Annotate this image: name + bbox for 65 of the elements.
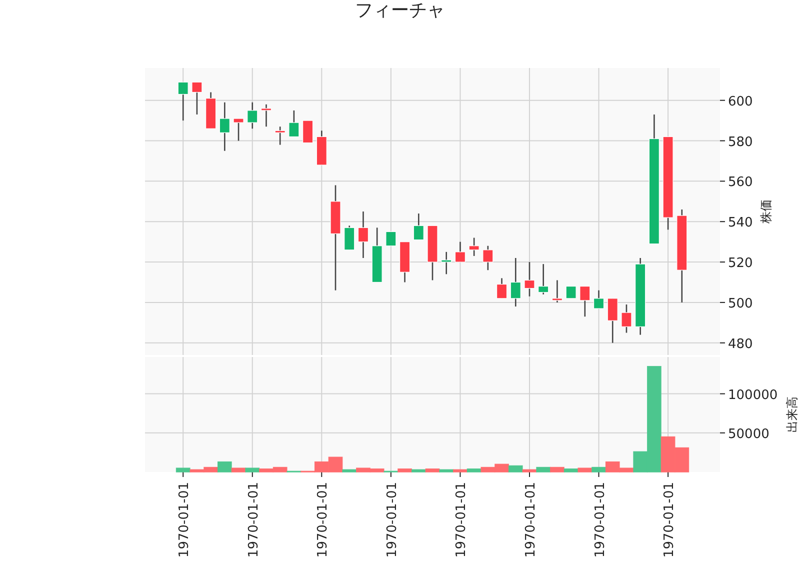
- candlestick: [621, 304, 632, 334]
- candlestick: [496, 278, 508, 300]
- candlestick: [358, 210, 369, 259]
- candlestick: [482, 245, 494, 271]
- candlestick: [524, 261, 535, 298]
- x-tick-label: 1970-01-01: [454, 482, 470, 558]
- bar: [522, 469, 537, 472]
- x-tick-label: 1970-01-01: [523, 482, 538, 558]
- candlestick: [566, 286, 576, 300]
- x-tick-label: 1970-01-01: [177, 482, 192, 558]
- bar: [508, 465, 523, 472]
- candlestick: [178, 82, 188, 122]
- candlestick: [192, 82, 202, 116]
- candlestick: [247, 102, 258, 130]
- bar: [398, 468, 412, 472]
- y-tick-label: 560: [728, 175, 753, 190]
- candlestick: [386, 231, 396, 246]
- bar: [411, 469, 426, 472]
- y-tick-label: 500: [728, 296, 753, 312]
- bar: [231, 468, 246, 472]
- candlestick: [344, 225, 355, 251]
- y-tick-label: 100000: [728, 388, 778, 403]
- bar: [550, 466, 564, 472]
- bar: [245, 468, 260, 472]
- x-tick-label: 1970-01-01: [316, 482, 331, 558]
- y-axis-title: 出来高: [785, 396, 799, 432]
- candlestick: [468, 237, 480, 257]
- y-tick-label: 540: [728, 216, 753, 231]
- candlestick: [260, 104, 272, 128]
- candlestick: [219, 102, 230, 152]
- bar: [466, 468, 482, 472]
- candlestick: [288, 110, 300, 138]
- x-tick-label: 1970-01-01: [662, 482, 678, 558]
- y-tick-label: 480: [728, 336, 753, 352]
- candlestick: [538, 263, 549, 296]
- chart-title: フィーチャ: [355, 0, 445, 21]
- candlestick: [607, 298, 618, 344]
- bar: [453, 469, 468, 472]
- bar: [217, 461, 232, 472]
- y-tick-label: 520: [728, 256, 753, 272]
- bar: [536, 466, 551, 472]
- candlestick: [233, 118, 244, 142]
- bar: [176, 468, 190, 472]
- x-tick-label: 1970-01-01: [246, 482, 262, 558]
- y-tick-label: 600: [728, 94, 753, 110]
- bar: [439, 469, 454, 472]
- bar: [564, 468, 578, 472]
- y-axis-title: 株価: [759, 200, 773, 224]
- y-tick-label: 580: [728, 134, 753, 150]
- bar: [592, 466, 606, 472]
- x-tick-label: 1970-01-01: [384, 482, 400, 558]
- candlestick: [593, 290, 604, 310]
- y-tick-label: 50000: [728, 426, 770, 442]
- x-tick-label: 1970-01-01: [592, 482, 608, 558]
- bar: [578, 468, 592, 472]
- candlestick: [552, 280, 562, 304]
- candlestick: [413, 212, 424, 240]
- bar: [342, 469, 357, 472]
- candlestick: [302, 120, 314, 144]
- candlestick: [580, 286, 590, 318]
- candlestick: [274, 126, 286, 146]
- candlestick: [510, 257, 521, 308]
- bar: [425, 468, 440, 472]
- candlestick: [441, 251, 452, 275]
- candlestick: [454, 241, 466, 263]
